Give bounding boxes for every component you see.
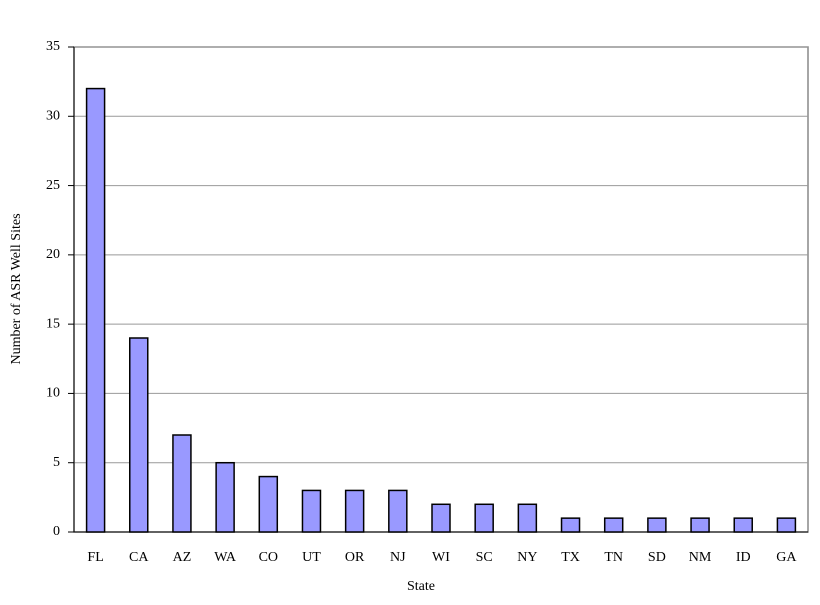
y-tick-label: 15 (46, 316, 60, 331)
x-tick-label: TX (561, 550, 580, 565)
x-tick-label: WA (214, 550, 237, 565)
bar (388, 489, 408, 533)
y-tick-label: 0 (53, 524, 60, 539)
y-tick-label: 10 (46, 386, 60, 401)
x-tick-label: SC (476, 550, 493, 565)
x-tick-label: AZ (173, 550, 192, 565)
bar (690, 517, 710, 533)
x-tick-label: OR (345, 550, 365, 565)
y-tick-label: 25 (46, 178, 60, 193)
bar (474, 503, 494, 533)
bar (85, 87, 106, 533)
bar (776, 517, 797, 533)
x-axis-title: State (407, 579, 435, 594)
bar (344, 489, 365, 533)
x-tick-label: FL (87, 550, 103, 565)
y-tick-label: 20 (46, 247, 60, 262)
bar (517, 503, 538, 533)
y-tick-label: 35 (46, 39, 60, 54)
x-tick-label: SD (648, 550, 666, 565)
bar (215, 461, 235, 533)
bar (733, 517, 753, 533)
bar (258, 475, 279, 533)
bar (431, 503, 451, 533)
x-tick-label: WI (432, 550, 450, 565)
x-tick-label: NY (517, 550, 537, 565)
x-tick-label: TN (604, 550, 623, 565)
x-tick-label: UT (302, 550, 321, 565)
bar (301, 489, 322, 533)
bar (560, 517, 581, 533)
y-tick-label: 5 (53, 455, 60, 470)
x-tick-label: NM (689, 550, 712, 565)
x-tick-label: CO (259, 550, 278, 565)
x-tick-label: CA (129, 550, 149, 565)
x-tick-label: NJ (390, 550, 406, 565)
bar (129, 337, 149, 533)
y-tick-label: 30 (46, 109, 60, 124)
x-tick-label: GA (776, 550, 797, 565)
bar (647, 517, 667, 533)
x-tick-label: ID (736, 550, 751, 565)
bar (172, 434, 192, 533)
bar (603, 517, 624, 533)
y-axis-title: Number of ASR Well Sites (9, 213, 24, 364)
